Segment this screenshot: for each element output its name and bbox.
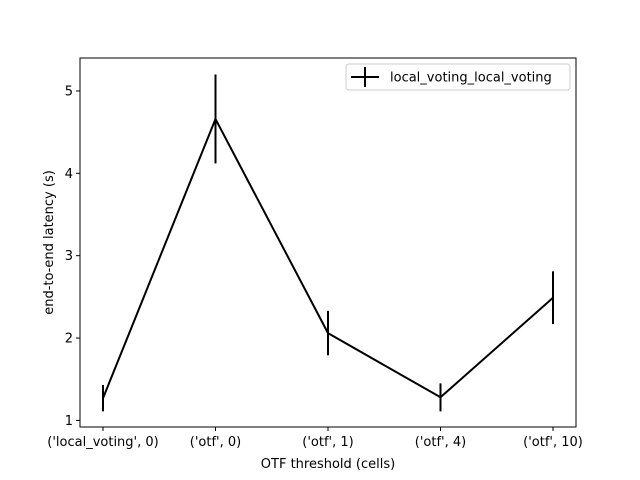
x-tick-label: ('otf', 10)	[523, 435, 583, 450]
y-tick-label: 3	[65, 249, 73, 264]
axes-frame	[79, 57, 577, 428]
legend-box	[345, 63, 571, 91]
y-tick-label: 5	[65, 84, 73, 99]
y-tick-label: 2	[65, 332, 73, 347]
plot-area	[102, 74, 554, 412]
x-tick-label: ('otf', 4)	[415, 435, 466, 450]
x-tick-label: ('otf', 1)	[302, 435, 353, 450]
x-tick-label: ('local_voting', 0)	[47, 435, 158, 450]
y-tick-label: 1	[65, 414, 73, 429]
legend-label: local_voting_local_voting	[390, 71, 552, 86]
legend: local_voting_local_voting	[345, 63, 571, 91]
x-axis-label: OTF threshold (cells)	[261, 457, 395, 472]
x-tick-label: ('otf', 0)	[190, 435, 241, 450]
y-tick-label: 4	[65, 167, 73, 182]
y-axis-label: end-to-end latency (s)	[42, 170, 57, 315]
axis-ticks: 1 2 3 4 5 ('local_voting', 0) ('otf', 0) ('otf'…	[47, 84, 583, 450]
